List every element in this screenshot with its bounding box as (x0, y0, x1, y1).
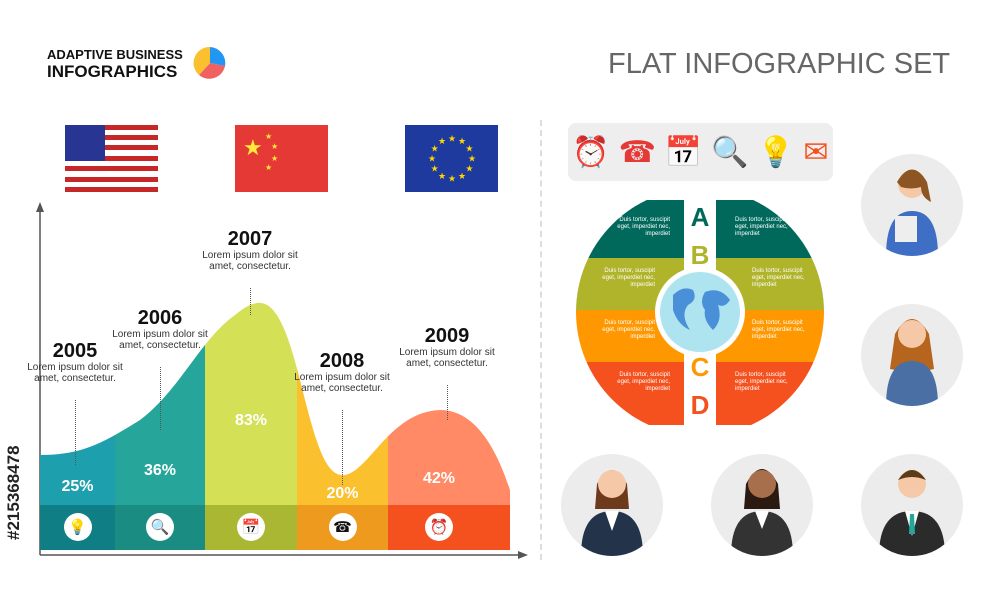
letter-A: A (690, 202, 710, 232)
bulb-icon[interactable]: 💡 (757, 135, 795, 169)
y-axis-arrow (36, 202, 44, 212)
letter-C: C (690, 352, 710, 382)
svg-text:★: ★ (428, 154, 436, 164)
magnifier-icon: 🔍 (146, 513, 174, 541)
svg-text:★: ★ (468, 154, 476, 164)
svg-text:★: ★ (448, 134, 456, 144)
svg-text:★: ★ (438, 136, 446, 146)
value-label: 36% (143, 462, 177, 479)
letter-D: D (690, 390, 710, 420)
area-segment-2006 (115, 302, 205, 505)
svg-text:★: ★ (448, 174, 456, 184)
eu-flag: ★★★★★★★★★ ★ ★★ (405, 125, 498, 192)
svg-text:★: ★ (458, 171, 466, 181)
cell-text: Duis tortor, suscipit eget, imperdiet ne… (735, 372, 788, 392)
year-description: Lorem ipsum dolor sit amet, consectetur. (27, 362, 123, 384)
year-label: 2007 (227, 228, 273, 250)
svg-text:★: ★ (243, 135, 263, 160)
svg-text:★: ★ (465, 144, 473, 154)
year-description: Lorem ipsum dolor sit amet, consectetur. (294, 372, 390, 394)
letter-B: B (690, 240, 710, 270)
value-label: 42% (422, 470, 456, 487)
alarm-clock-icon[interactable]: ⏰ (572, 135, 610, 169)
person-businessman (861, 454, 963, 556)
svg-text:★: ★ (438, 171, 446, 181)
year-label: 2009 (424, 325, 470, 347)
leader-line (160, 367, 161, 430)
year-label: 2008 (319, 350, 365, 372)
svg-text:★: ★ (465, 164, 473, 174)
value-label: 20% (326, 485, 359, 502)
area-segment-2007 (205, 302, 297, 505)
svg-text:★: ★ (265, 132, 272, 141)
leader-line (250, 288, 251, 315)
logo-line1: ADAPTIVE BUSINESS (47, 47, 183, 62)
leader-line (342, 410, 343, 485)
person-businesswoman (561, 454, 663, 556)
year-description: Lorem ipsum dolor sit amet, consectetur. (202, 250, 298, 272)
year-description: Lorem ipsum dolor sit amet, consectetur. (112, 329, 208, 351)
magnifier-icon[interactable]: 🔍 (710, 135, 749, 169)
year-label: 2005 (52, 340, 98, 362)
year-description: Lorem ipsum dolor sit amet, consectetur. (399, 347, 495, 369)
alarm-clock-icon: ⏰ (425, 513, 453, 541)
leader-line (447, 385, 448, 420)
value-label: 83% (234, 412, 268, 429)
envelope-icon[interactable]: ✉ (803, 135, 829, 169)
cell-text: Duis tortor, suscipit eget, imperdiet ne… (602, 268, 655, 288)
calendar-icon[interactable]: 📅 (664, 135, 703, 169)
bulb-icon: 💡 (63, 513, 92, 541)
cell-text: Duis tortor, suscipit eget, imperdiet ne… (752, 268, 805, 288)
x-axis-arrow (518, 551, 528, 559)
person-businesswoman-arms-crossed (711, 454, 813, 556)
usa-flag (65, 125, 158, 192)
cell-text: Duis tortor, suscipit eget, imperdiet ne… (617, 217, 670, 237)
china-flag: ★ ★★ ★★ (235, 125, 328, 192)
logo-line2: INFOGRAPHICS (47, 62, 178, 81)
cell-text: Duis tortor, suscipit eget, imperdiet ne… (752, 320, 805, 340)
value-label: 25% (61, 478, 94, 495)
svg-text:★: ★ (431, 164, 439, 174)
page-title: FLAT INFOGRAPHIC SET (608, 48, 951, 80)
svg-text:★: ★ (271, 142, 278, 151)
svg-text:★: ★ (431, 144, 439, 154)
svg-text:★: ★ (458, 136, 466, 146)
cell-text: Duis tortor, suscipit eget, imperdiet ne… (602, 320, 655, 340)
person-woman-with-notebook (861, 304, 963, 406)
icon-toolbar: ⏰ ☎ 📅 🔍 💡 ✉ (568, 123, 833, 181)
person-woman-with-folder (861, 154, 963, 256)
abcd-circle-diagram (576, 200, 824, 425)
area-chart (36, 202, 528, 559)
logo-pie-icon (193, 46, 226, 79)
cell-text: Duis tortor, suscipit eget, imperdiet ne… (735, 217, 788, 237)
cell-text: Duis tortor, suscipit eget, imperdiet ne… (617, 372, 670, 392)
phone-icon: ☎ (328, 513, 357, 541)
calendar-icon: 📅 (237, 513, 265, 541)
year-label: 2006 (137, 307, 183, 329)
svg-text:★: ★ (271, 154, 278, 163)
phone-icon[interactable]: ☎ (618, 135, 656, 169)
leader-line (75, 400, 76, 465)
globe-icon (660, 272, 740, 352)
section-divider (540, 120, 542, 560)
svg-text:★: ★ (265, 163, 272, 172)
